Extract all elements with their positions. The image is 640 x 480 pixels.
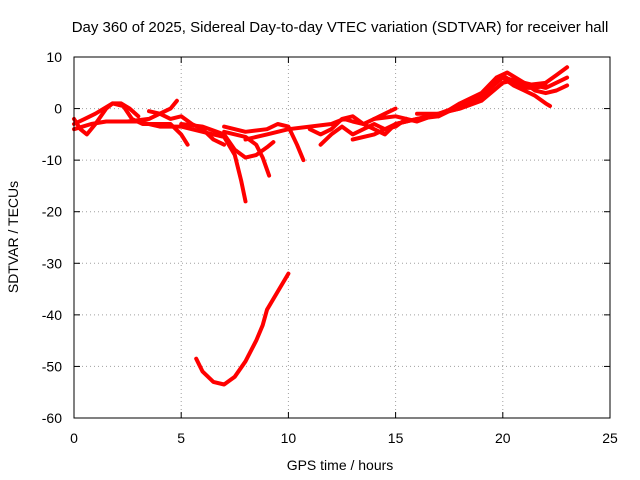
x-axis-label: GPS time / hours [287, 457, 394, 473]
x-tick-label: 10 [281, 430, 297, 446]
series-layer [72, 65, 570, 387]
series-line-arc-5 [114, 119, 248, 204]
y-tick-label: -40 [42, 307, 62, 323]
chart-title: Day 360 of 2025, Sidereal Day-to-day VTE… [72, 19, 609, 36]
x-tick-label: 20 [495, 430, 511, 446]
series-line-arc-4 [147, 109, 227, 147]
series-line-arc-7 [222, 129, 272, 178]
x-tick-label: 5 [177, 430, 185, 446]
series-line-arc-8 [222, 122, 306, 163]
series-line-arc-16 [436, 75, 570, 119]
x-tick-label: 15 [388, 430, 404, 446]
axis-ticks [73, 56, 611, 419]
x-tick-label: 0 [70, 430, 78, 446]
y-tick-label: 0 [54, 101, 62, 117]
y-tick-label: -30 [42, 255, 62, 271]
series-line-arc-15 [415, 65, 570, 116]
series-line-arc-10 [307, 106, 398, 137]
series-line-arc-14 [393, 70, 570, 126]
y-tick-label: -10 [42, 152, 62, 168]
plot-frame [73, 56, 611, 419]
x-tick-label: 25 [602, 430, 618, 446]
y-tick-label: -60 [42, 410, 62, 426]
y-tick-label: -50 [42, 358, 62, 374]
tick-labels: 0 5 10 15 20 25 -60 -50 -40 -30 -20 -10 0 10 [42, 49, 618, 446]
series-line-arc-17 [194, 271, 291, 387]
y-tick-label: -20 [42, 204, 62, 220]
y-tick-label: 10 [46, 49, 62, 65]
y-axis-label: SDTVAR / TECUs [5, 181, 21, 293]
series-line-arc-6 [179, 122, 276, 160]
